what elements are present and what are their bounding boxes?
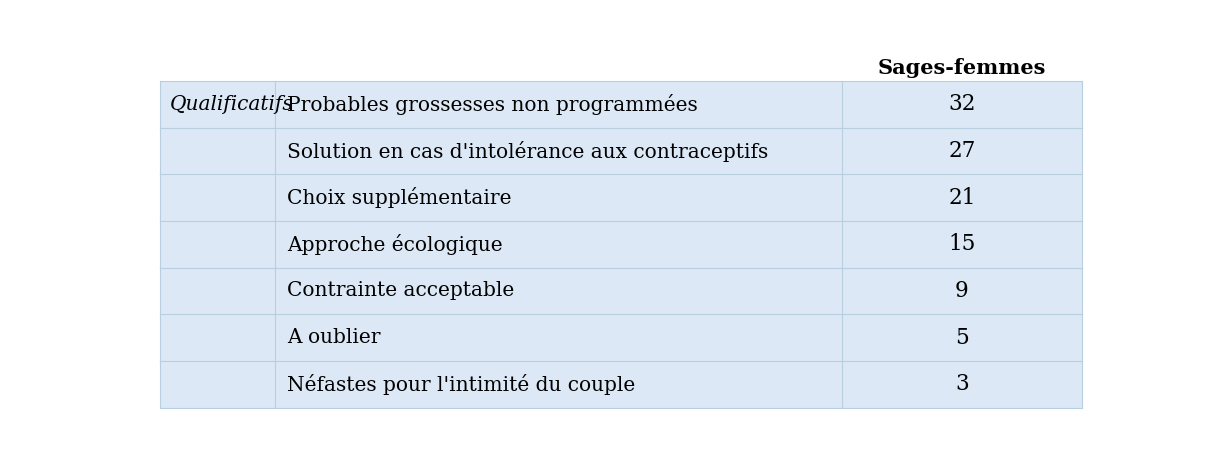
Bar (161, 81, 1081, 128)
Bar (161, 221, 1081, 267)
Text: 21: 21 (949, 187, 975, 209)
Text: 15: 15 (949, 233, 975, 255)
Bar (161, 314, 1081, 361)
Bar (161, 174, 1081, 221)
Text: Approche écologique: Approche écologique (286, 234, 502, 255)
Bar (161, 267, 1081, 314)
Text: Solution en cas d'intolérance aux contraceptifs: Solution en cas d'intolérance aux contra… (286, 141, 768, 162)
Text: 9: 9 (955, 280, 969, 302)
Text: Néfastes pour l'intimité du couple: Néfastes pour l'intimité du couple (286, 374, 635, 395)
Text: 32: 32 (947, 93, 975, 116)
Bar (161, 361, 1081, 408)
Text: Sages-femmes: Sages-femmes (877, 58, 1046, 78)
Bar (161, 128, 1081, 174)
Text: 5: 5 (955, 327, 969, 349)
Text: Contrainte acceptable: Contrainte acceptable (286, 281, 514, 301)
Text: Probables grossesses non programmées: Probables grossesses non programmées (286, 94, 698, 115)
Text: A oublier: A oublier (286, 328, 380, 347)
Text: Qualificatifs: Qualificatifs (169, 95, 293, 114)
Text: 3: 3 (955, 373, 969, 395)
Text: 27: 27 (949, 140, 975, 162)
Text: Choix supplémentaire: Choix supplémentaire (286, 187, 511, 208)
